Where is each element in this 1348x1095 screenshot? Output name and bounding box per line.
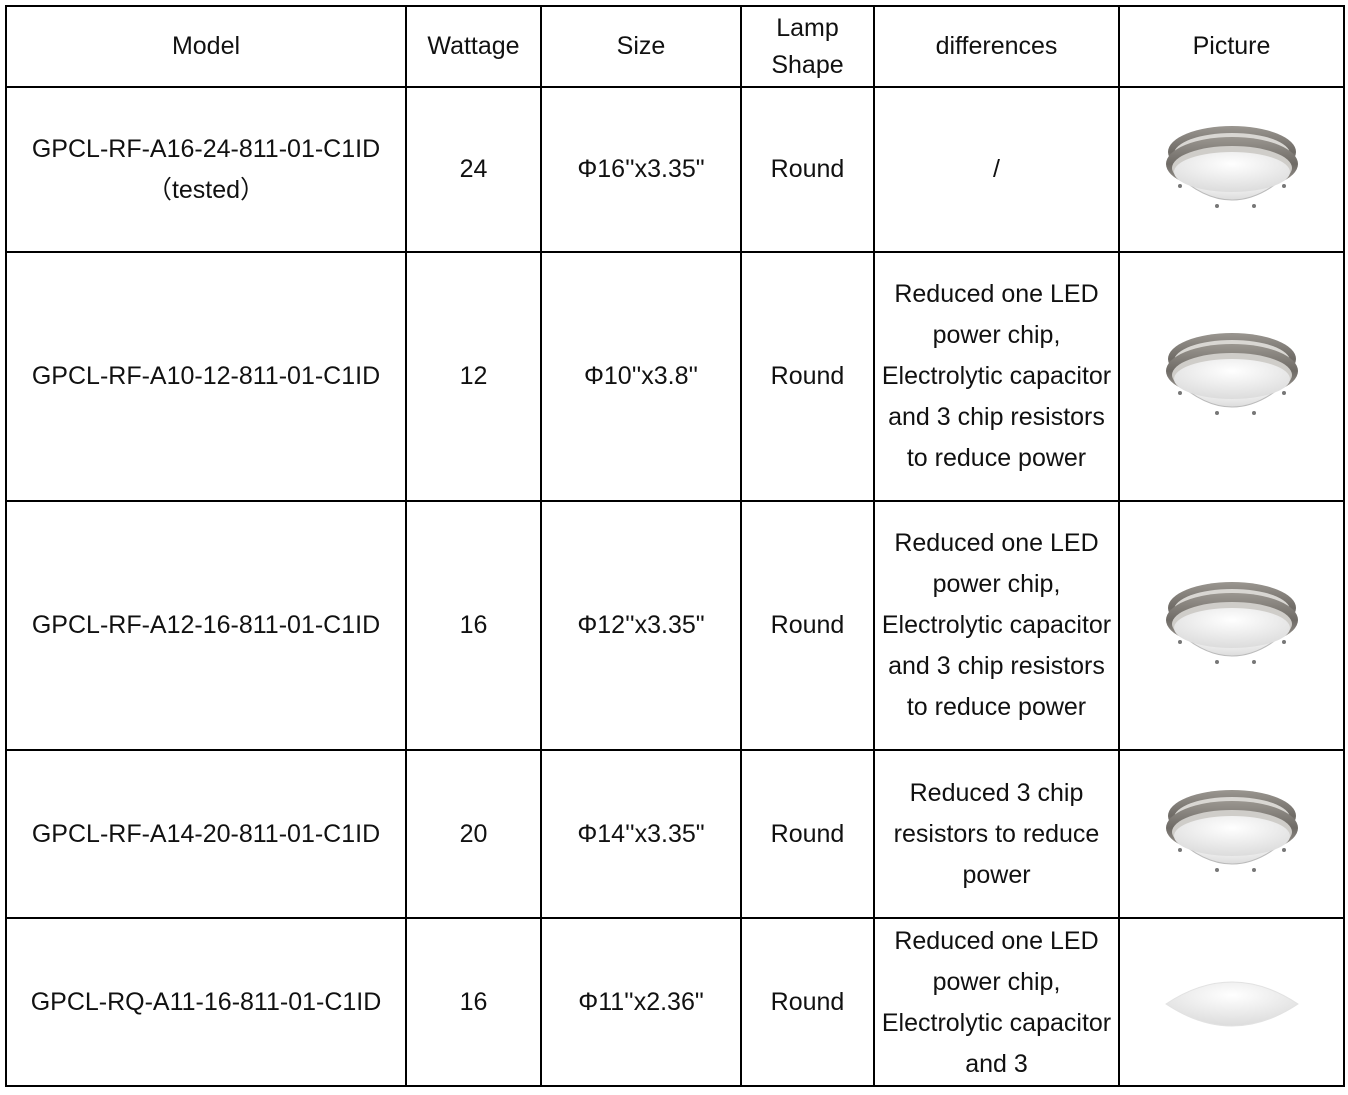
- differences-cell: Reduced one LED power chip, Electrolytic…: [873, 917, 1120, 1087]
- header-cell: Picture: [1118, 5, 1345, 88]
- model: GPCL-RF-A14-20-811-01-C1ID: [31, 819, 381, 848]
- model-cell: GPCL-RF-A14-20-811-01-C1ID: [5, 749, 407, 919]
- header-cell: Lamp Shape: [740, 5, 875, 88]
- size-cell: Φ12''x3.35": [540, 500, 742, 751]
- model: GPCL-RQ-A11-16-811-01-C1ID: [30, 987, 382, 1016]
- table-row: GPCL-RF-A16-24-811-01-C1ID （tested） 24 Φ16'…: [5, 86, 1345, 253]
- picture-cell: [1118, 749, 1345, 919]
- shape-cell: Round: [740, 251, 875, 502]
- size-cell: Φ11''x2.36": [540, 917, 742, 1087]
- picture-cell: [1118, 500, 1345, 751]
- shape-cell: Round: [740, 749, 875, 919]
- wattage-cell: 12: [405, 251, 542, 502]
- lamp-picture: [1162, 576, 1302, 676]
- header-cell: Wattage: [405, 5, 542, 88]
- model-cell: GPCL-RF-A10-12-811-01-C1ID: [5, 251, 407, 502]
- lamp-picture: [1162, 784, 1302, 884]
- model-cell: GPCL-RF-A16-24-811-01-C1ID （tested）: [5, 86, 407, 253]
- model: GPCL-RF-A10-12-811-01-C1ID: [31, 362, 381, 390]
- comparison-table: Model Wattage Size Lamp Shape differences Pic…: [5, 5, 1345, 1087]
- header-row: Model Wattage Size Lamp Shape differences Pic…: [5, 5, 1345, 88]
- note: （tested）: [146, 175, 266, 204]
- wattage-cell: 20: [405, 749, 542, 919]
- header-cell: Model: [5, 5, 407, 88]
- header-cell: differences: [873, 5, 1120, 88]
- picture-cell: [1118, 86, 1345, 253]
- size-cell: Φ14''x3.35": [540, 749, 742, 919]
- differences-cell: Reduced one LED power chip, Electrolytic…: [873, 251, 1120, 502]
- model: GPCL-RF-A16-24-811-01-C1ID: [31, 134, 381, 163]
- differences-cell: /: [873, 86, 1120, 253]
- wattage-cell: 16: [405, 500, 542, 751]
- differences-cell: Reduced one LED power chip, Electrolytic…: [873, 500, 1120, 751]
- table-row: GPCL-RF-A12-16-811-01-C1ID 16 Φ12''x3.35" R…: [5, 500, 1345, 751]
- shape-cell: Round: [740, 86, 875, 253]
- table-row: GPCL-RF-A10-12-811-01-C1ID 12 Φ10''x3.8'' R…: [5, 251, 1345, 502]
- picture-cell: [1118, 917, 1345, 1087]
- size-cell: Φ16''x3.35": [540, 86, 742, 253]
- lamp-picture: [1162, 120, 1302, 220]
- header-cell: Size: [540, 5, 742, 88]
- table-row: GPCL-RQ-A11-16-811-01-C1ID 16 Φ11''x2.36" R…: [5, 917, 1345, 1087]
- model-cell: GPCL-RF-A12-16-811-01-C1ID: [5, 500, 407, 751]
- wattage-cell: 16: [405, 917, 542, 1087]
- lamp-picture: [1162, 952, 1302, 1052]
- lamp-picture: [1162, 327, 1302, 427]
- model: GPCL-RF-A12-16-811-01-C1ID: [31, 611, 381, 639]
- table-row: GPCL-RF-A14-20-811-01-C1ID 20 Φ14''x3.35" R…: [5, 749, 1345, 919]
- differences-cell: Reduced 3 chip resistors to reduce power: [873, 749, 1120, 919]
- picture-cell: [1118, 251, 1345, 502]
- shape-cell: Round: [740, 917, 875, 1087]
- model-cell: GPCL-RQ-A11-16-811-01-C1ID: [5, 917, 407, 1087]
- size-cell: Φ10''x3.8'': [540, 251, 742, 502]
- shape-cell: Round: [740, 500, 875, 751]
- wattage-cell: 24: [405, 86, 542, 253]
